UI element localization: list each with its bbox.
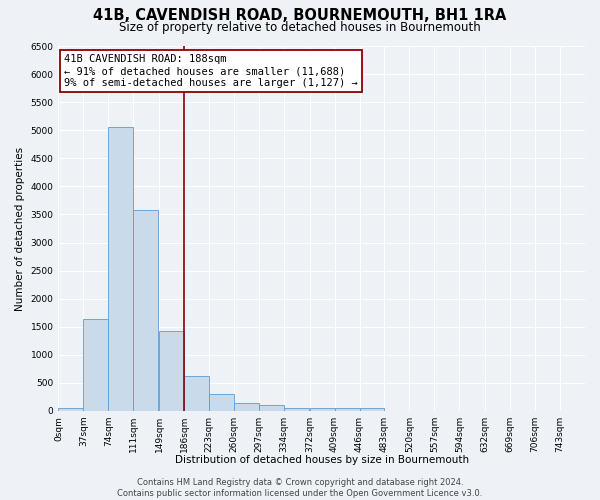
Bar [335, 408, 359, 411]
X-axis label: Distribution of detached houses by size in Bournemouth: Distribution of detached houses by size … [175, 455, 469, 465]
Text: Contains HM Land Registry data © Crown copyright and database right 2024.
Contai: Contains HM Land Registry data © Crown c… [118, 478, 482, 498]
Bar [359, 408, 385, 411]
Bar [234, 403, 259, 411]
Bar [284, 408, 309, 411]
Bar [109, 127, 133, 411]
Bar [310, 408, 335, 411]
Bar [259, 406, 284, 411]
Text: 41B, CAVENDISH ROAD, BOURNEMOUTH, BH1 1RA: 41B, CAVENDISH ROAD, BOURNEMOUTH, BH1 1R… [94, 8, 506, 22]
Bar [159, 332, 184, 411]
Bar [83, 320, 109, 411]
Text: Size of property relative to detached houses in Bournemouth: Size of property relative to detached ho… [119, 21, 481, 34]
Bar [184, 376, 209, 411]
Text: 41B CAVENDISH ROAD: 188sqm
← 91% of detached houses are smaller (11,688)
9% of s: 41B CAVENDISH ROAD: 188sqm ← 91% of deta… [64, 54, 358, 88]
Bar [133, 210, 158, 411]
Y-axis label: Number of detached properties: Number of detached properties [15, 146, 25, 310]
Bar [209, 394, 234, 411]
Bar [58, 408, 83, 411]
